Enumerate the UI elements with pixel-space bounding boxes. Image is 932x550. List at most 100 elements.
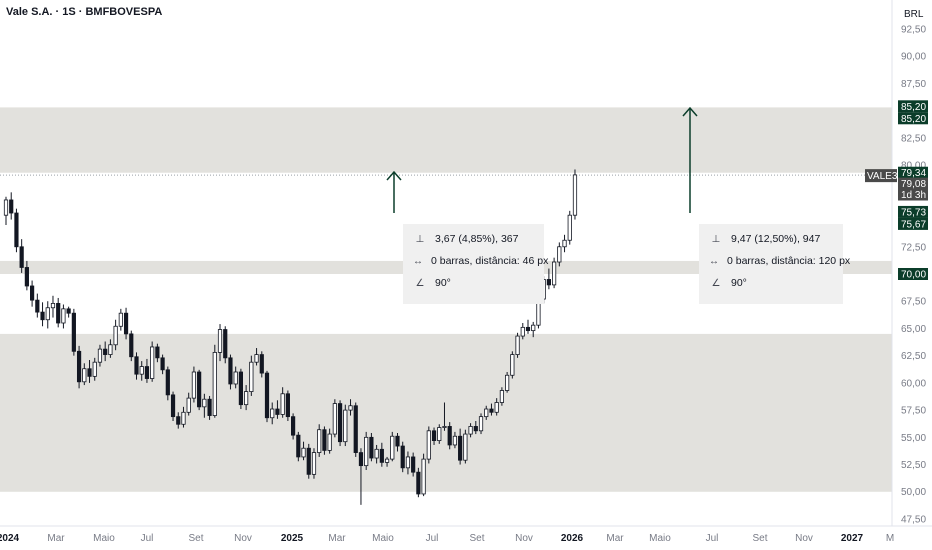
candle[interactable]: [322, 426, 327, 455]
candle[interactable]: [82, 363, 87, 386]
candle[interactable]: [520, 323, 525, 340]
candle[interactable]: [353, 402, 358, 457]
candle[interactable]: [510, 351, 515, 379]
candle[interactable]: [458, 428, 463, 465]
candle[interactable]: [515, 332, 520, 358]
candle[interactable]: [296, 431, 301, 462]
candle[interactable]: [468, 423, 473, 438]
candle[interactable]: [416, 467, 421, 498]
candle[interactable]: [139, 361, 144, 381]
candle[interactable]: [254, 348, 259, 366]
candle[interactable]: [280, 387, 285, 418]
candle[interactable]: [421, 453, 426, 497]
candle[interactable]: [144, 358, 150, 383]
candle[interactable]: [9, 192, 14, 220]
candle[interactable]: [478, 413, 484, 435]
candle[interactable]: [525, 319, 531, 334]
measurement-card-1[interactable]: ⊥ 3,67 (4,85%), 367 ↔ 0 barras, distância:…: [403, 224, 548, 304]
candle[interactable]: [390, 431, 395, 462]
candle[interactable]: [233, 366, 238, 389]
candle[interactable]: [71, 308, 76, 356]
candle[interactable]: [61, 304, 66, 329]
measure-arrow-2[interactable]: [682, 106, 698, 213]
candle[interactable]: [29, 280, 35, 307]
candle[interactable]: [290, 413, 296, 440]
price-zone-0[interactable]: [0, 107, 892, 173]
candle[interactable]: [426, 426, 431, 464]
candle[interactable]: [24, 260, 29, 291]
candle[interactable]: [217, 324, 223, 362]
candle[interactable]: [191, 366, 197, 403]
candle[interactable]: [14, 208, 19, 253]
candle[interactable]: [129, 330, 134, 362]
candle[interactable]: [442, 402, 447, 431]
candle[interactable]: [572, 169, 578, 220]
candle[interactable]: [374, 444, 379, 464]
candle[interactable]: [546, 268, 551, 290]
candle[interactable]: [56, 297, 61, 328]
candle[interactable]: [306, 443, 311, 479]
candle[interactable]: [87, 360, 92, 383]
candle[interactable]: [134, 352, 139, 380]
candle[interactable]: [118, 308, 123, 331]
candle[interactable]: [45, 301, 50, 329]
candle[interactable]: [431, 427, 437, 445]
measurement-card-2[interactable]: ⊥ 9,47 (12,50%), 947 ↔ 0 barras, distância…: [699, 224, 850, 304]
candle[interactable]: [108, 339, 113, 358]
candle[interactable]: [327, 428, 332, 454]
candle[interactable]: [155, 343, 160, 363]
candle[interactable]: [379, 442, 384, 467]
candle[interactable]: [19, 239, 24, 273]
candle[interactable]: [160, 354, 165, 375]
candle[interactable]: [557, 242, 562, 267]
candle[interactable]: [197, 369, 202, 411]
candle[interactable]: [249, 355, 254, 396]
candle[interactable]: [223, 326, 228, 364]
candle[interactable]: [552, 257, 557, 289]
candle[interactable]: [463, 429, 468, 464]
candle[interactable]: [212, 344, 217, 418]
candle[interactable]: [411, 452, 416, 477]
candle[interactable]: [531, 321, 536, 338]
candle[interactable]: [186, 392, 191, 416]
candle[interactable]: [301, 441, 306, 461]
candle[interactable]: [202, 393, 207, 418]
candle[interactable]: [270, 402, 275, 425]
candle[interactable]: [348, 399, 353, 416]
candle[interactable]: [97, 344, 103, 367]
candle[interactable]: [452, 431, 458, 449]
candle[interactable]: [207, 395, 212, 420]
candle[interactable]: [332, 399, 337, 438]
candle[interactable]: [505, 372, 510, 393]
candle[interactable]: [473, 421, 478, 435]
candle[interactable]: [337, 400, 343, 447]
candle[interactable]: [238, 368, 243, 410]
candle[interactable]: [364, 431, 369, 470]
candle[interactable]: [35, 293, 40, 318]
candle[interactable]: [400, 441, 405, 473]
candle[interactable]: [92, 357, 97, 381]
candle[interactable]: [150, 341, 155, 382]
candle[interactable]: [176, 412, 181, 429]
candle[interactable]: [369, 432, 374, 462]
candle[interactable]: [484, 405, 489, 420]
candle[interactable]: [567, 210, 572, 245]
candle[interactable]: [437, 424, 442, 444]
candle[interactable]: [170, 391, 176, 421]
candle[interactable]: [264, 370, 270, 423]
candle[interactable]: [405, 451, 411, 475]
candle[interactable]: [499, 387, 505, 406]
candle[interactable]: [395, 432, 400, 452]
candle[interactable]: [76, 345, 82, 389]
candle[interactable]: [311, 448, 317, 479]
candle[interactable]: [181, 406, 186, 428]
candle[interactable]: [489, 403, 494, 416]
candle[interactable]: [66, 306, 71, 318]
candle[interactable]: [123, 307, 129, 340]
candle[interactable]: [384, 456, 390, 467]
candle[interactable]: [50, 295, 56, 318]
candle[interactable]: [165, 366, 170, 401]
candle[interactable]: [562, 234, 567, 253]
candle[interactable]: [343, 404, 348, 447]
candle[interactable]: [40, 302, 45, 327]
